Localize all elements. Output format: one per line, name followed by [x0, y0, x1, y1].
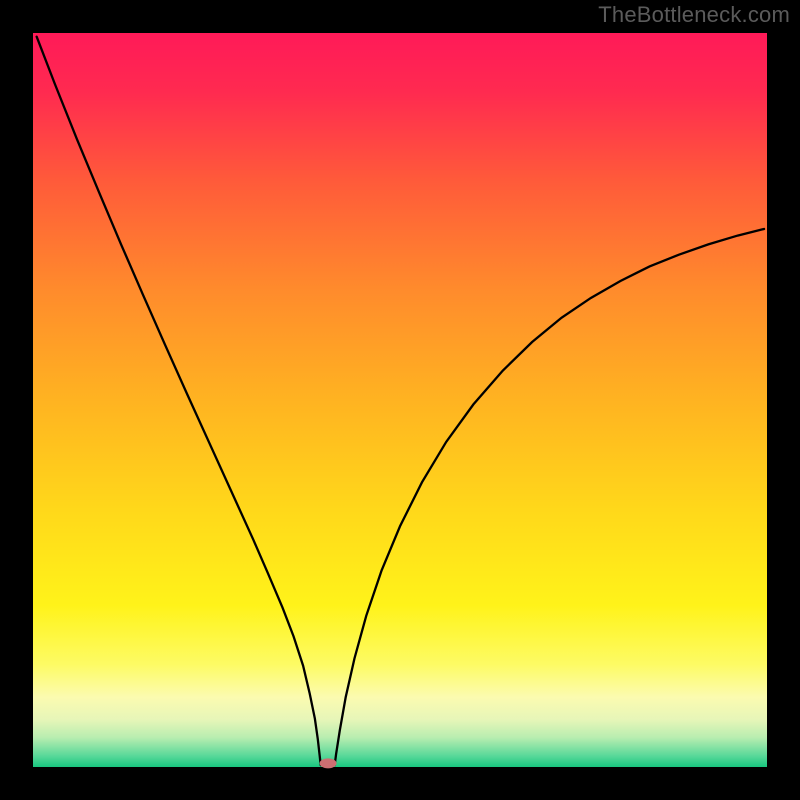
chart-container: TheBottleneck.com [0, 0, 800, 800]
bottleneck-curve-chart [0, 0, 800, 800]
minimum-marker [320, 758, 337, 768]
watermark-text: TheBottleneck.com [598, 2, 790, 28]
chart-plot-area [33, 33, 767, 767]
